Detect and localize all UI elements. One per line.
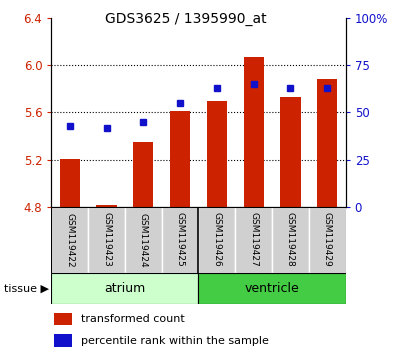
Bar [88,207,125,273]
Text: atrium: atrium [104,282,145,295]
Bar [51,273,198,304]
Bar [244,57,264,207]
Bar [54,313,72,325]
Text: tissue ▶: tissue ▶ [4,284,49,293]
Text: GSM119428: GSM119428 [286,212,295,267]
Text: GSM119424: GSM119424 [139,212,148,267]
Text: GSM119423: GSM119423 [102,212,111,267]
Text: percentile rank within the sample: percentile rank within the sample [81,336,269,346]
Bar [96,205,117,207]
Bar [272,207,309,273]
Bar [125,207,162,273]
Text: GSM119426: GSM119426 [213,212,221,267]
Text: ventricle: ventricle [245,282,299,295]
Bar [198,207,235,273]
Text: GSM119427: GSM119427 [249,212,258,267]
Bar [162,207,199,273]
Bar [133,142,153,207]
Bar [235,207,272,273]
Text: GSM119425: GSM119425 [176,212,184,267]
Bar [317,79,337,207]
Text: GSM119422: GSM119422 [65,212,74,267]
Bar [54,334,72,347]
Bar [60,159,80,207]
Bar [207,101,227,207]
Text: GSM119429: GSM119429 [323,212,332,267]
Bar [280,97,301,207]
Text: GDS3625 / 1395990_at: GDS3625 / 1395990_at [105,12,267,27]
Bar [51,207,88,273]
Bar [170,111,190,207]
Bar [309,207,346,273]
Bar [198,273,346,304]
Text: transformed count: transformed count [81,314,184,324]
